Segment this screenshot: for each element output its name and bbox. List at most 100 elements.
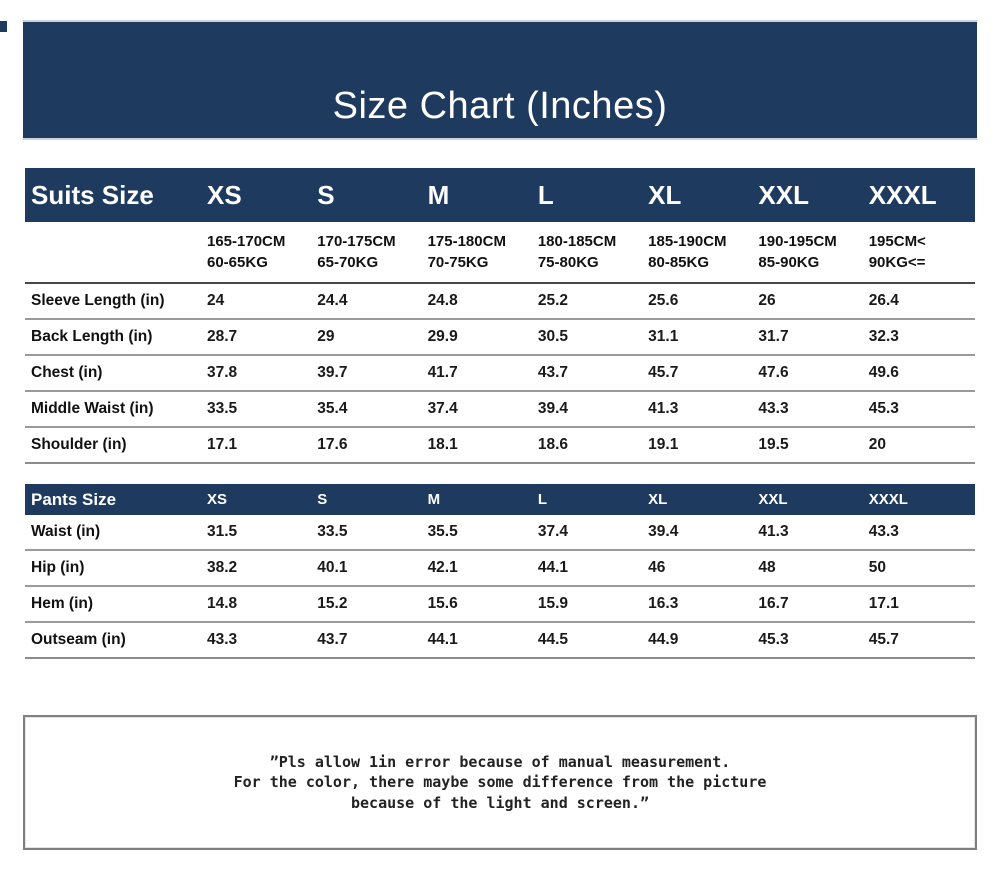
suits-value-cell: 29	[317, 328, 335, 345]
pants-value-cell: 16.7	[758, 595, 789, 612]
pants-value-cell: 43.3	[207, 631, 238, 648]
table-row: Sleeve Length (in) 24 24.4 24.8 25.2 25.6 26 26…	[25, 284, 975, 320]
suits-size-header-xxl: XXL	[758, 179, 809, 210]
suits-range-height: 180-185CM	[537, 233, 617, 250]
pants-value-cell: 44.1	[427, 631, 458, 648]
suits-value-cell: 26.4	[868, 292, 899, 309]
suits-value-cell: 20	[868, 436, 886, 453]
pants-value-cell: 45.7	[868, 631, 899, 648]
pants-value-cell: 40.1	[317, 559, 348, 576]
suits-value-cell: 45.7	[648, 364, 679, 381]
pants-value-cell: 45.3	[758, 631, 789, 648]
suits-header-row: Suits Size XS S M L XL XXL XXXL	[25, 168, 975, 222]
pants-size-header-m: M	[427, 491, 441, 508]
suits-value-cell: 37.8	[207, 364, 238, 381]
pants-size-header-s: S	[317, 491, 328, 508]
pants-value-cell: 14.8	[207, 595, 238, 612]
pants-value-cell: 43.3	[868, 523, 899, 540]
suits-value-cell: 18.6	[537, 436, 569, 453]
suits-value-cell: 30.5	[537, 328, 569, 345]
pants-value-cell: 50	[868, 559, 886, 576]
table-row: Chest (in) 37.8 39.7 41.7 43.7 45.7 47.6 49.6	[25, 356, 975, 392]
suits-value-cell: 19.5	[758, 436, 789, 453]
suits-row-label: Sleeve Length (in)	[31, 292, 165, 309]
suits-value-cell: 45.3	[868, 400, 899, 417]
pants-value-cell: 44.1	[537, 559, 569, 576]
pants-row-label: Waist (in)	[31, 523, 101, 540]
suits-value-cell: 37.4	[427, 400, 458, 417]
pants-row-label: Hip (in)	[31, 559, 85, 576]
suits-range-weight: 70-75KG	[427, 254, 489, 271]
pants-value-cell: 44.5	[537, 631, 569, 648]
pants-row-label: Hem (in)	[31, 595, 93, 612]
suits-value-cell: 25.2	[537, 292, 569, 309]
suits-value-cell: 29.9	[427, 328, 458, 345]
suits-range-weight: 60-65KG	[207, 254, 268, 271]
suits-ranges-row: 165-170CM 60-65KG 170-175CM 65-70KG 175-180C…	[25, 222, 975, 284]
suits-range-weight: 90KG<=	[868, 254, 926, 271]
suits-row-label: Back Length (in)	[31, 328, 153, 345]
suits-range-xl: 185-190CM 80-85KG	[644, 231, 754, 273]
suits-value-cell: 26	[758, 292, 776, 309]
suits-value-cell: 19.1	[648, 436, 679, 453]
suits-value-cell: 24.8	[427, 292, 458, 309]
pants-rows: Waist (in) 31.5 33.5 35.5 37.4 39.4 41.3 43.3 Hi…	[25, 515, 975, 659]
disclaimer-line-3: because of the light and screen.”	[350, 793, 649, 812]
suits-range-height: 190-195CM	[758, 233, 837, 250]
pants-value-cell: 16.3	[648, 595, 679, 612]
suits-value-cell: 24	[207, 292, 225, 309]
suits-value-cell: 31.7	[758, 328, 789, 345]
pants-value-cell: 31.5	[207, 523, 238, 540]
page-title: Size Chart (Inches)	[332, 85, 668, 127]
pants-value-cell: 44.9	[648, 631, 679, 648]
pants-value-cell: 33.5	[317, 523, 348, 540]
disclaimer-line-2: For the color, there maybe some differen…	[233, 773, 767, 792]
suits-value-cell: 43.3	[758, 400, 789, 417]
pants-value-cell: 17.1	[868, 595, 899, 612]
suits-size-header-s: S	[317, 179, 335, 210]
pants-row-label: Outseam (in)	[31, 631, 126, 648]
suits-value-cell: 47.6	[758, 364, 789, 381]
pants-value-cell: 48	[758, 559, 776, 576]
suits-size-table: Suits Size XS S M L XL XXL XXXL 165-170CM 60-65…	[25, 168, 975, 464]
pants-value-cell: 35.5	[427, 523, 458, 540]
pants-value-cell: 15.2	[317, 595, 348, 612]
suits-table-title: Suits Size	[31, 179, 154, 210]
suits-value-cell: 33.5	[207, 400, 238, 417]
pants-value-cell: 15.6	[427, 595, 458, 612]
suits-value-cell: 17.6	[317, 436, 348, 453]
table-row: Waist (in) 31.5 33.5 35.5 37.4 39.4 41.3 43.3	[25, 515, 975, 551]
pants-value-cell: 42.1	[427, 559, 458, 576]
suits-size-header-xl: XL	[648, 179, 682, 210]
disclaimer-box: ”Pls allow 1in error because of manual m…	[23, 715, 977, 850]
suits-value-cell: 41.3	[648, 400, 679, 417]
table-row: Hem (in) 14.8 15.2 15.6 15.9 16.3 16.7 17.1	[25, 587, 975, 623]
suits-value-cell: 41.7	[427, 364, 458, 381]
table-row: Hip (in) 38.2 40.1 42.1 44.1 46 48 50	[25, 551, 975, 587]
table-row: Back Length (in) 28.7 29 29.9 30.5 31.1 31.7 32…	[25, 320, 975, 356]
suits-range-weight: 75-80KG	[537, 254, 599, 271]
disclaimer-line-1: ”Pls allow 1in error because of manual m…	[269, 752, 731, 771]
suits-range-weight: 85-90KG	[758, 254, 820, 271]
suits-range-xs: 165-170CM 60-65KG	[203, 231, 313, 273]
suits-value-cell: 32.3	[868, 328, 899, 345]
pants-table-title: Pants Size	[31, 489, 117, 509]
suits-value-cell: 24.4	[317, 292, 348, 309]
suits-range-s: 170-175CM 65-70KG	[313, 231, 423, 273]
title-banner: Size Chart (Inches)	[23, 20, 977, 140]
table-row: Outseam (in) 43.3 43.7 44.1 44.5 44.9 45.3 45.7	[25, 623, 975, 659]
suits-range-height: 165-170CM	[207, 233, 286, 250]
pants-header-row: Pants Size XS S M L XL XXL XXXL	[25, 484, 975, 515]
left-edge-artifact	[0, 21, 7, 32]
suits-range-l: 180-185CM 75-80KG	[534, 231, 644, 273]
pants-value-cell: 37.4	[537, 523, 569, 540]
suits-value-cell: 39.7	[317, 364, 348, 381]
suits-size-header-xxxl: XXXL	[868, 179, 937, 210]
suits-range-height: 175-180CM	[427, 233, 506, 250]
suits-value-cell: 31.1	[648, 328, 679, 345]
suits-value-cell: 39.4	[537, 400, 569, 417]
suits-value-cell: 43.7	[537, 364, 569, 381]
suits-size-header-l: L	[537, 179, 554, 210]
pants-size-header-xxxl: XXXL	[868, 491, 908, 508]
